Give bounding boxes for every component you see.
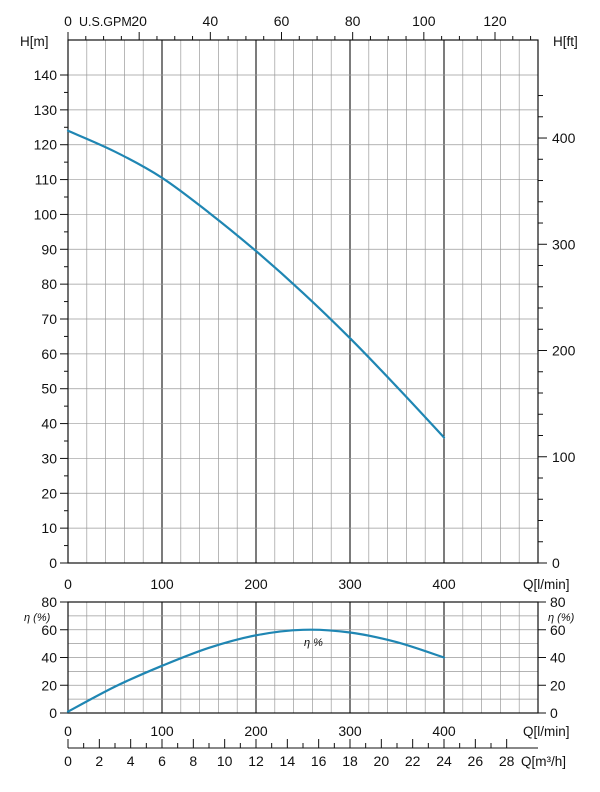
eff-x-tick-label: 300 bbox=[338, 723, 362, 739]
eff-x-tick-label: 200 bbox=[244, 723, 268, 739]
eff-y-right-tick-label: 40 bbox=[550, 650, 566, 666]
gpm-tick-label: 20 bbox=[131, 13, 147, 29]
gpm-tick-label: 40 bbox=[203, 13, 219, 29]
efficiency-curve-line bbox=[66, 628, 446, 713]
head-x-tick-label: 400 bbox=[432, 576, 456, 592]
chart-marks: 0102030405060708090100110120130140010020… bbox=[20, 13, 578, 769]
eff-y-right-tick-label: 60 bbox=[550, 622, 566, 638]
m3h-tick-label: 28 bbox=[499, 753, 515, 769]
gpm-tick-label: 80 bbox=[345, 13, 361, 29]
ft-tick-label: 0 bbox=[552, 555, 560, 571]
head-x-axis-label: Q[l/min] bbox=[523, 577, 570, 592]
m3h-axis-label: Q[m³/h] bbox=[521, 754, 566, 769]
ft-tick-label: 100 bbox=[552, 449, 576, 465]
grid-lines bbox=[67, 39, 539, 714]
m3h-tick-label: 10 bbox=[217, 753, 233, 769]
m3h-tick-label: 6 bbox=[158, 753, 166, 769]
head-y-tick-label: 70 bbox=[41, 311, 57, 327]
eff-y-tick-label: 40 bbox=[41, 650, 57, 666]
eff-x-tick-label: 400 bbox=[432, 723, 456, 739]
m3h-tick-label: 22 bbox=[405, 753, 421, 769]
eff-y-tick-label: 80 bbox=[41, 594, 57, 610]
gpm-axis-label: U.S.GPM bbox=[79, 15, 132, 29]
head-y-tick-label: 90 bbox=[41, 241, 57, 257]
head-y-tick-label: 50 bbox=[41, 381, 57, 397]
gpm-tick-label: 120 bbox=[483, 13, 507, 29]
eff-y-tick-label: 0 bbox=[49, 705, 57, 721]
m3h-tick-label: 12 bbox=[248, 753, 264, 769]
head-curve-line bbox=[66, 129, 446, 439]
eff-y-right-axis-label: η (%) bbox=[548, 612, 575, 624]
eff-y-right-tick-label: 0 bbox=[550, 705, 558, 721]
eff-y-axis-label: η (%) bbox=[24, 612, 51, 624]
gpm-tick-label: 60 bbox=[274, 13, 290, 29]
m3h-tick-label: 2 bbox=[95, 753, 103, 769]
head-ft-axis-label: H[ft] bbox=[553, 34, 578, 49]
m3h-tick-label: 26 bbox=[468, 753, 484, 769]
head-y-tick-label: 60 bbox=[41, 346, 57, 362]
eff-y-tick-label: 20 bbox=[41, 677, 57, 693]
head-x-tick-label: 100 bbox=[150, 576, 174, 592]
head-y-tick-label: 140 bbox=[34, 67, 58, 83]
head-y-tick-label: 0 bbox=[49, 555, 57, 571]
head-x-tick-label: 300 bbox=[338, 576, 362, 592]
ft-tick-label: 400 bbox=[552, 130, 576, 146]
head-y-axis-label: H[m] bbox=[20, 34, 49, 49]
m3h-tick-label: 8 bbox=[189, 753, 197, 769]
ft-tick-label: 200 bbox=[552, 343, 576, 359]
head-y-tick-label: 110 bbox=[35, 172, 58, 188]
head-x-tick-label: 0 bbox=[64, 576, 72, 592]
m3h-tick-label: 20 bbox=[374, 753, 390, 769]
m3h-tick-label: 0 bbox=[64, 753, 72, 769]
eff-x-tick-label: 0 bbox=[64, 723, 72, 739]
head-y-tick-label: 20 bbox=[41, 485, 57, 501]
head-y-tick-label: 30 bbox=[41, 450, 57, 466]
m3h-tick-label: 14 bbox=[280, 753, 296, 769]
head-y-tick-label: 100 bbox=[34, 206, 58, 222]
eff-y-right-tick-label: 80 bbox=[550, 594, 566, 610]
head-y-tick-label: 10 bbox=[41, 520, 57, 536]
m3h-tick-label: 4 bbox=[127, 753, 135, 769]
m3h-tick-label: 24 bbox=[436, 753, 452, 769]
head-y-tick-label: 120 bbox=[34, 137, 58, 153]
gpm-tick-label: 100 bbox=[412, 13, 436, 29]
head-plot-frame bbox=[67, 39, 539, 564]
head-x-tick-label: 200 bbox=[244, 576, 268, 592]
m3h-tick-label: 18 bbox=[342, 753, 358, 769]
head-y-tick-label: 80 bbox=[41, 276, 57, 292]
eff-x-tick-label: 100 bbox=[150, 723, 174, 739]
efficiency-curve-label: η % bbox=[304, 637, 323, 649]
eff-y-right-tick-label: 20 bbox=[550, 677, 566, 693]
head-y-tick-label: 130 bbox=[34, 102, 58, 118]
gpm-tick-label: 0 bbox=[64, 13, 72, 29]
m3h-tick-label: 16 bbox=[311, 753, 327, 769]
eff-x-axis-label: Q[l/min] bbox=[523, 724, 570, 739]
eff-y-tick-label: 60 bbox=[41, 622, 57, 638]
head-y-tick-label: 40 bbox=[41, 416, 57, 432]
ft-tick-label: 300 bbox=[552, 236, 576, 252]
